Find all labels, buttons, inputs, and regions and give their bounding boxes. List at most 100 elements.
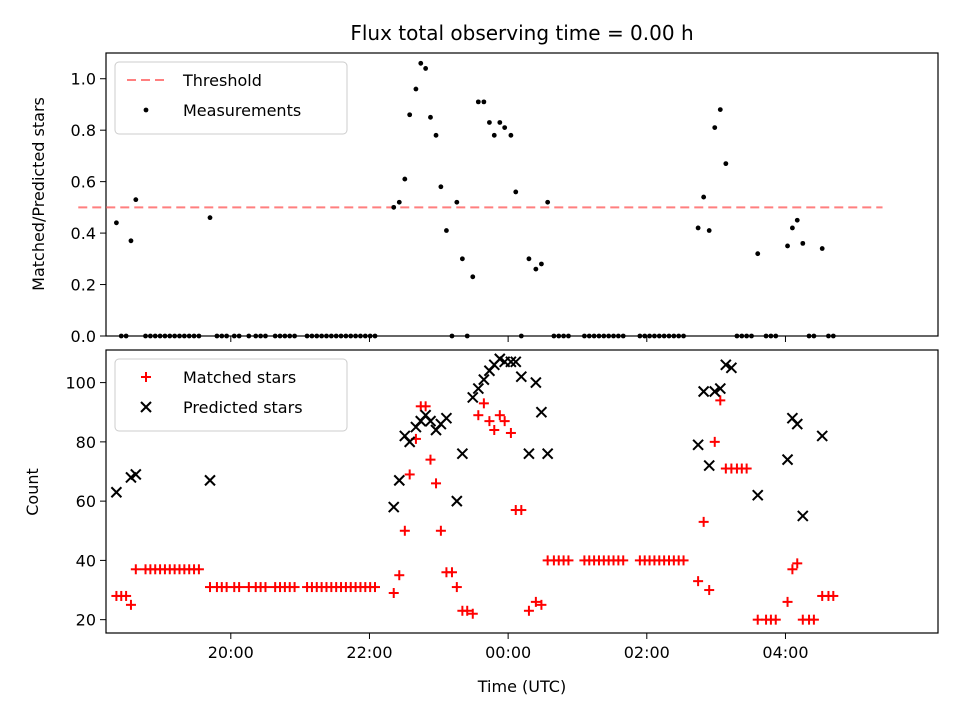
measurement-point bbox=[196, 333, 202, 339]
measurement-point bbox=[459, 256, 465, 262]
matched-star-point bbox=[473, 410, 484, 421]
predicted-star-point bbox=[752, 489, 764, 501]
measurement-point bbox=[246, 333, 252, 339]
matched-star-point bbox=[808, 614, 819, 625]
count-y-axis-label: Count bbox=[23, 468, 42, 516]
measurement-point bbox=[253, 333, 259, 339]
measurement-point bbox=[717, 107, 723, 112]
measurement-point bbox=[236, 333, 242, 339]
predicted-star-point bbox=[510, 356, 522, 368]
measurement-point bbox=[611, 333, 616, 339]
count-legend: Matched stars Predicted stars bbox=[114, 358, 348, 432]
predicted-star-point bbox=[393, 474, 405, 487]
matched-star-point bbox=[478, 398, 489, 409]
legend-marker-swatch bbox=[141, 372, 151, 382]
measurement-point bbox=[647, 333, 652, 339]
measurement-point bbox=[773, 333, 779, 339]
matched-star-point bbox=[462, 605, 473, 616]
predicted-star-point bbox=[204, 474, 216, 487]
count-plot-area bbox=[110, 353, 839, 625]
measurement-point bbox=[642, 333, 648, 339]
measurement-point bbox=[596, 333, 602, 339]
measurement-point bbox=[133, 197, 139, 203]
predicted-star-point bbox=[388, 501, 400, 513]
x-tick-label: 20:00 bbox=[208, 643, 254, 662]
ratio-legend: Threshold Measurements bbox=[114, 61, 348, 135]
matched-star-point bbox=[125, 599, 136, 610]
matched-star-point bbox=[698, 516, 709, 527]
measurement-point bbox=[800, 240, 806, 246]
predicted-star-point bbox=[535, 406, 548, 418]
y-tick-label: 0.8 bbox=[71, 121, 96, 140]
legend-marker-swatch bbox=[140, 401, 152, 413]
measurement-point bbox=[292, 333, 297, 339]
matched-star-point bbox=[399, 525, 410, 536]
ratio-panel: 0.0 0.2 0.4 0.6 0.8 1.0 Matched/Predicted sta… bbox=[29, 52, 939, 346]
legend-box bbox=[114, 61, 348, 135]
matched-star-point bbox=[618, 555, 629, 566]
measurement-point bbox=[723, 161, 729, 167]
measurement-point bbox=[508, 132, 514, 138]
matched-star-point bbox=[420, 401, 431, 412]
x-axis-label: Time (UTC) bbox=[477, 677, 566, 696]
measurement-point bbox=[343, 333, 349, 339]
measurement-point bbox=[620, 333, 626, 339]
matched-star-point bbox=[782, 596, 793, 607]
measurement-point bbox=[744, 333, 750, 339]
measurement-point bbox=[191, 333, 197, 339]
chart-title: Flux total observing time = 0.00 h bbox=[350, 21, 693, 45]
measurement-point bbox=[338, 333, 344, 339]
matched-star-point bbox=[435, 525, 446, 536]
matched-star-point bbox=[678, 555, 689, 566]
measurement-point bbox=[438, 184, 444, 190]
measurement-point bbox=[763, 333, 769, 339]
predicted-star-point bbox=[530, 376, 542, 389]
matched-star-point bbox=[530, 596, 541, 607]
measurement-point bbox=[396, 199, 402, 205]
predicted-star-point bbox=[478, 373, 490, 386]
measurement-point bbox=[214, 333, 220, 339]
measurement-point bbox=[681, 333, 686, 339]
matched-star-point bbox=[260, 582, 271, 593]
matched-star-point bbox=[388, 587, 399, 598]
x-tick-label: 04:00 bbox=[762, 643, 808, 662]
measurement-point bbox=[539, 261, 544, 267]
predicted-star-point bbox=[725, 362, 738, 374]
count-y-axis: 20 40 60 80 100 bbox=[65, 374, 106, 630]
measurement-point bbox=[561, 333, 566, 339]
matched-star-point bbox=[404, 469, 415, 480]
ratio-plot-area bbox=[78, 60, 883, 339]
matched-star-point bbox=[693, 576, 704, 587]
measurement-point bbox=[806, 333, 812, 339]
measurement-point bbox=[755, 251, 761, 257]
measurement-point bbox=[152, 333, 158, 339]
ratio-y-axis: 0.0 0.2 0.4 0.6 0.8 1.0 bbox=[71, 70, 106, 346]
measurement-point bbox=[768, 333, 774, 339]
predicted-star-point bbox=[456, 448, 469, 460]
matched-star-point bbox=[505, 427, 516, 438]
measurement-point bbox=[333, 333, 339, 339]
predicted-star-point bbox=[505, 356, 517, 368]
predicted-star-point bbox=[424, 415, 437, 427]
measurement-point bbox=[314, 333, 320, 339]
count-panel: 20 40 60 80 100 20:00 22:00 00:00 02:00 04:00 Co… bbox=[23, 349, 939, 662]
measurement-point bbox=[518, 333, 524, 339]
measurement-point bbox=[790, 225, 795, 231]
measurement-point bbox=[367, 333, 373, 339]
measurement-point bbox=[464, 333, 470, 339]
measurement-point bbox=[224, 333, 230, 339]
matched-star-point bbox=[494, 410, 505, 421]
measurement-point bbox=[407, 112, 413, 118]
measurement-point bbox=[591, 333, 597, 339]
measurement-point bbox=[830, 333, 836, 339]
matched-star-point bbox=[425, 454, 436, 465]
measurement-point bbox=[712, 125, 718, 131]
measurement-point bbox=[676, 333, 682, 339]
measurement-point bbox=[545, 199, 551, 205]
matched-star-point bbox=[828, 590, 839, 601]
measurement-point bbox=[157, 333, 163, 339]
matched-star-point bbox=[787, 564, 798, 575]
measurement-point bbox=[181, 333, 187, 339]
predicted-star-point bbox=[515, 370, 528, 383]
measurement-point bbox=[277, 333, 283, 339]
